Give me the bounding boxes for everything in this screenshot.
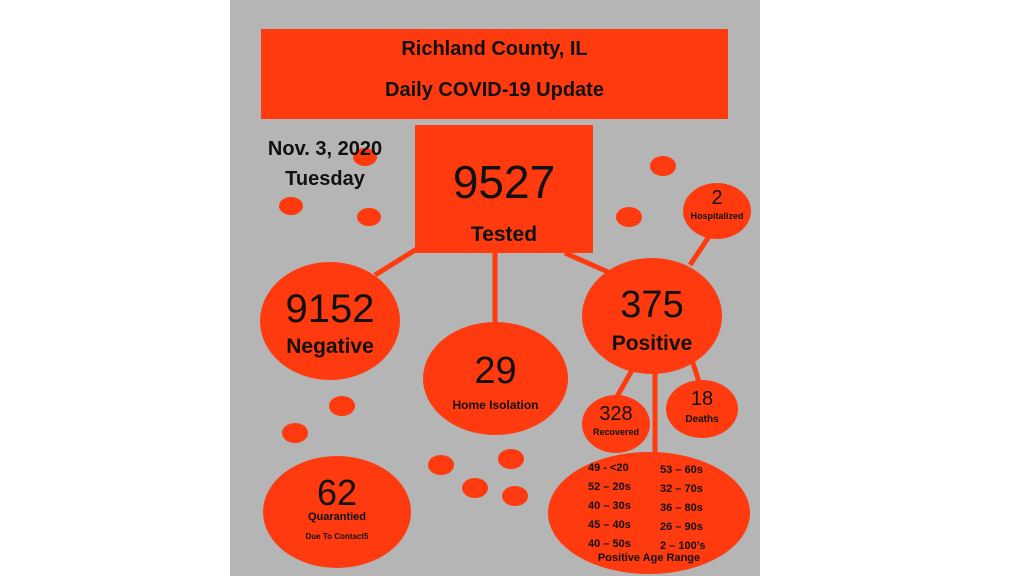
hospitalized-circle: 2 Hospitalized	[683, 183, 751, 239]
date-label: Nov. 3, 2020	[267, 138, 383, 160]
hospitalized-value: 2	[711, 187, 723, 209]
quarantined-label: Quarantied	[307, 511, 367, 523]
tested-box: 9527 Tested	[415, 125, 593, 253]
deaths-circle: 18 Deaths	[666, 380, 738, 438]
age-range-left-column: 49 - <20 52 – 20s 40 – 30s 45 – 40s 40 –…	[588, 462, 658, 557]
age-range-label: Positive Age Range	[597, 552, 701, 564]
weekday-label: Tuesday	[285, 168, 365, 190]
decor-dot	[462, 478, 488, 498]
age-range-item: 40 – 30s	[588, 500, 631, 512]
quarantined-value: 62	[316, 472, 358, 513]
age-range-item: 26 – 90s	[660, 521, 703, 533]
age-range-item: 2 – 100’s	[660, 540, 706, 552]
home-isolation-label: Home Isolation	[452, 398, 539, 412]
deaths-label: Deaths	[685, 414, 719, 425]
county-title: Richland County, IL	[401, 38, 588, 60]
quarantined-sublabel: Due To Contact5	[305, 532, 369, 541]
age-range-item: 52 – 20s	[588, 481, 631, 493]
recovered-label: Recovered	[592, 427, 640, 437]
age-range-circle: 49 - <20 52 – 20s 40 – 30s 45 – 40s 40 –…	[548, 452, 750, 574]
positive-label: Positive	[611, 332, 693, 355]
age-range-item: 49 - <20	[588, 462, 629, 474]
decor-dot	[498, 449, 524, 469]
positive-value: 375	[620, 284, 684, 326]
age-range-item: 40 – 50s	[588, 538, 631, 550]
negative-label: Negative	[286, 335, 374, 358]
infographic-panel: Richland County, IL Daily COVID-19 Updat…	[230, 0, 760, 576]
decor-dot	[502, 486, 528, 506]
age-range-item: 32 – 70s	[660, 483, 703, 495]
deaths-value: 18	[690, 388, 714, 410]
age-range-item: 53 – 60s	[660, 464, 703, 476]
tested-value: 9527	[452, 156, 556, 208]
decor-dot	[616, 207, 642, 227]
tested-label: Tested	[470, 223, 538, 246]
home-isolation-value: 29	[474, 350, 517, 392]
positive-circle: 375 Positive	[582, 258, 722, 374]
decor-dot	[428, 455, 454, 475]
decor-dot	[279, 197, 303, 215]
hospitalized-label: Hospitalized	[690, 211, 744, 221]
decor-dot	[329, 396, 355, 416]
connector-tested-negative	[373, 244, 422, 278]
header-banner: Richland County, IL Daily COVID-19 Updat…	[261, 29, 728, 119]
decor-dot	[357, 208, 381, 226]
quarantined-circle: 62 Quarantied Due To Contact5	[263, 456, 411, 568]
age-range-item: 45 – 40s	[588, 519, 631, 531]
decor-dot	[282, 423, 308, 443]
negative-circle: 9152 Negative	[260, 262, 400, 380]
recovered-value: 328	[599, 403, 633, 425]
update-title: Daily COVID-19 Update	[385, 79, 604, 101]
negative-value: 9152	[285, 287, 375, 331]
home-isolation-circle: 29 Home Isolation	[423, 322, 568, 435]
age-range-right-column: 53 – 60s 32 – 70s 36 – 80s 26 – 90s 2 – …	[660, 464, 736, 559]
recovered-circle: 328 Recovered	[582, 395, 650, 453]
age-range-item: 36 – 80s	[660, 502, 703, 514]
decor-dot	[650, 156, 676, 176]
decor-dot	[353, 148, 377, 166]
